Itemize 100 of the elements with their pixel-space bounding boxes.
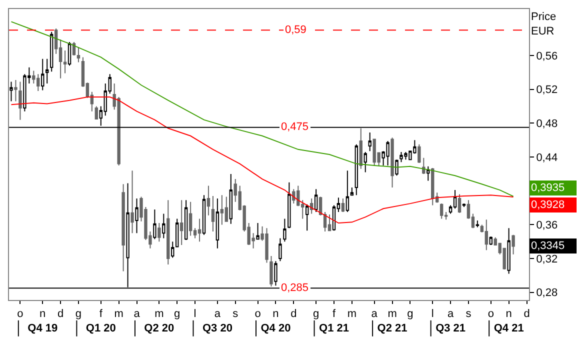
candlestick bbox=[426, 166, 430, 182]
y-tick-label: 0,36 bbox=[536, 220, 558, 232]
x-tick-label: o bbox=[17, 308, 24, 320]
x-tick-label: m bbox=[347, 308, 357, 320]
candlestick bbox=[314, 188, 318, 213]
data-label: 0,3935 bbox=[531, 182, 565, 194]
candlestick bbox=[10, 81, 13, 102]
x-tick-label: a Q3 20 bbox=[202, 308, 232, 334]
candlestick bbox=[288, 182, 291, 229]
y-tick-label: 0,28 bbox=[536, 287, 558, 300]
candlestick bbox=[341, 198, 345, 213]
x-tick-label: m Q2 21 bbox=[377, 308, 408, 334]
x-tick-label: m bbox=[114, 308, 124, 320]
candlestick bbox=[484, 219, 488, 251]
candlestick bbox=[440, 203, 444, 220]
x-tick-label: g bbox=[313, 308, 320, 320]
candlestick bbox=[216, 198, 220, 249]
y-tick-label: 0,44 bbox=[536, 152, 558, 164]
candlestick bbox=[46, 58, 49, 84]
y-tick-label: 0,48 bbox=[536, 118, 558, 130]
x-tick-label: g bbox=[407, 308, 414, 320]
x-tick-label: g bbox=[75, 308, 82, 320]
candlestick bbox=[198, 218, 202, 242]
candlestick bbox=[158, 222, 161, 242]
y-tick-label: 0,52 bbox=[536, 84, 558, 96]
ref-line-label: 0,285 bbox=[281, 282, 309, 294]
candlestick bbox=[350, 186, 354, 196]
candlestick bbox=[310, 198, 314, 214]
candlestick bbox=[176, 218, 179, 248]
candlestick bbox=[453, 190, 457, 210]
candlestick bbox=[202, 194, 206, 236]
candlestick bbox=[68, 41, 72, 66]
candlestick bbox=[489, 236, 492, 246]
candlestick bbox=[395, 159, 398, 176]
candlestick bbox=[458, 194, 462, 214]
candlestick bbox=[283, 218, 286, 242]
candlestick bbox=[462, 203, 466, 208]
candlestick bbox=[256, 222, 260, 240]
text: 0,3345 bbox=[531, 240, 565, 252]
candlestick bbox=[306, 204, 309, 232]
candlestick bbox=[229, 173, 232, 224]
candlestick bbox=[171, 241, 174, 258]
candlestick bbox=[94, 106, 98, 120]
ref-line-label: 0,59 bbox=[285, 24, 306, 36]
candlestick bbox=[63, 50, 67, 74]
x-tick-label: a bbox=[134, 308, 141, 320]
candlestick bbox=[278, 238, 282, 262]
x-tick-label: l bbox=[431, 308, 434, 320]
x-tick-label: d bbox=[524, 308, 530, 320]
candlestick bbox=[359, 128, 362, 170]
line-series bbox=[10, 21, 514, 197]
candlestick bbox=[14, 80, 18, 102]
candlestick bbox=[224, 196, 228, 222]
x-tick-label: o bbox=[254, 308, 261, 320]
candlestick bbox=[270, 256, 273, 287]
x-tick-label: f Q1 21 bbox=[319, 308, 349, 334]
candlestick bbox=[180, 200, 184, 246]
x-tick-label: s bbox=[466, 308, 472, 320]
candlestick bbox=[476, 220, 480, 228]
candlestick bbox=[188, 201, 192, 236]
x-tick-label: g bbox=[174, 308, 180, 320]
candlestick bbox=[328, 214, 332, 232]
candlestick bbox=[422, 157, 426, 174]
candlestick bbox=[130, 170, 134, 234]
candlestick bbox=[206, 185, 210, 216]
x-tick-label: l bbox=[194, 308, 196, 320]
y-tick-label: 0,32 bbox=[536, 253, 558, 266]
candlestick bbox=[354, 144, 358, 196]
x-tick-label: n Q4 19 bbox=[28, 308, 58, 334]
candlestick bbox=[274, 260, 278, 286]
x-tick-label: f Q1 20 bbox=[86, 308, 116, 334]
candlestick bbox=[166, 200, 170, 265]
data-label: 0,3928 bbox=[531, 199, 565, 211]
x-tick-label: a bbox=[371, 308, 378, 320]
ref-line-label: 0,475 bbox=[281, 121, 309, 133]
candlestick bbox=[18, 81, 22, 120]
candlestick bbox=[431, 168, 434, 206]
candlestick bbox=[512, 234, 515, 255]
y-axis-title: Price EUR bbox=[531, 11, 556, 38]
candlestick bbox=[346, 170, 350, 213]
x-tick-label: d bbox=[290, 308, 297, 320]
candlestick bbox=[418, 144, 421, 164]
candlestick bbox=[220, 194, 224, 226]
candlestick bbox=[323, 212, 327, 232]
x-tick-label: n Q4 21 bbox=[494, 308, 524, 334]
candlestick bbox=[211, 195, 215, 232]
candlestick bbox=[184, 200, 188, 240]
candlestick bbox=[162, 213, 166, 239]
candlestick bbox=[364, 151, 367, 173]
x-tick-label: o bbox=[488, 308, 494, 320]
candlestick bbox=[76, 46, 80, 63]
candlestick bbox=[153, 208, 156, 240]
x-tick-label: n Q4 20 bbox=[260, 308, 291, 334]
candlestick bbox=[41, 58, 44, 91]
line-series bbox=[10, 96, 514, 224]
candlestick bbox=[122, 184, 125, 272]
candlestick bbox=[368, 132, 372, 152]
x-tick-label: m Q2 20 bbox=[144, 308, 174, 334]
candlestick bbox=[50, 31, 54, 72]
y-tick-label: 0,56 bbox=[536, 50, 558, 62]
